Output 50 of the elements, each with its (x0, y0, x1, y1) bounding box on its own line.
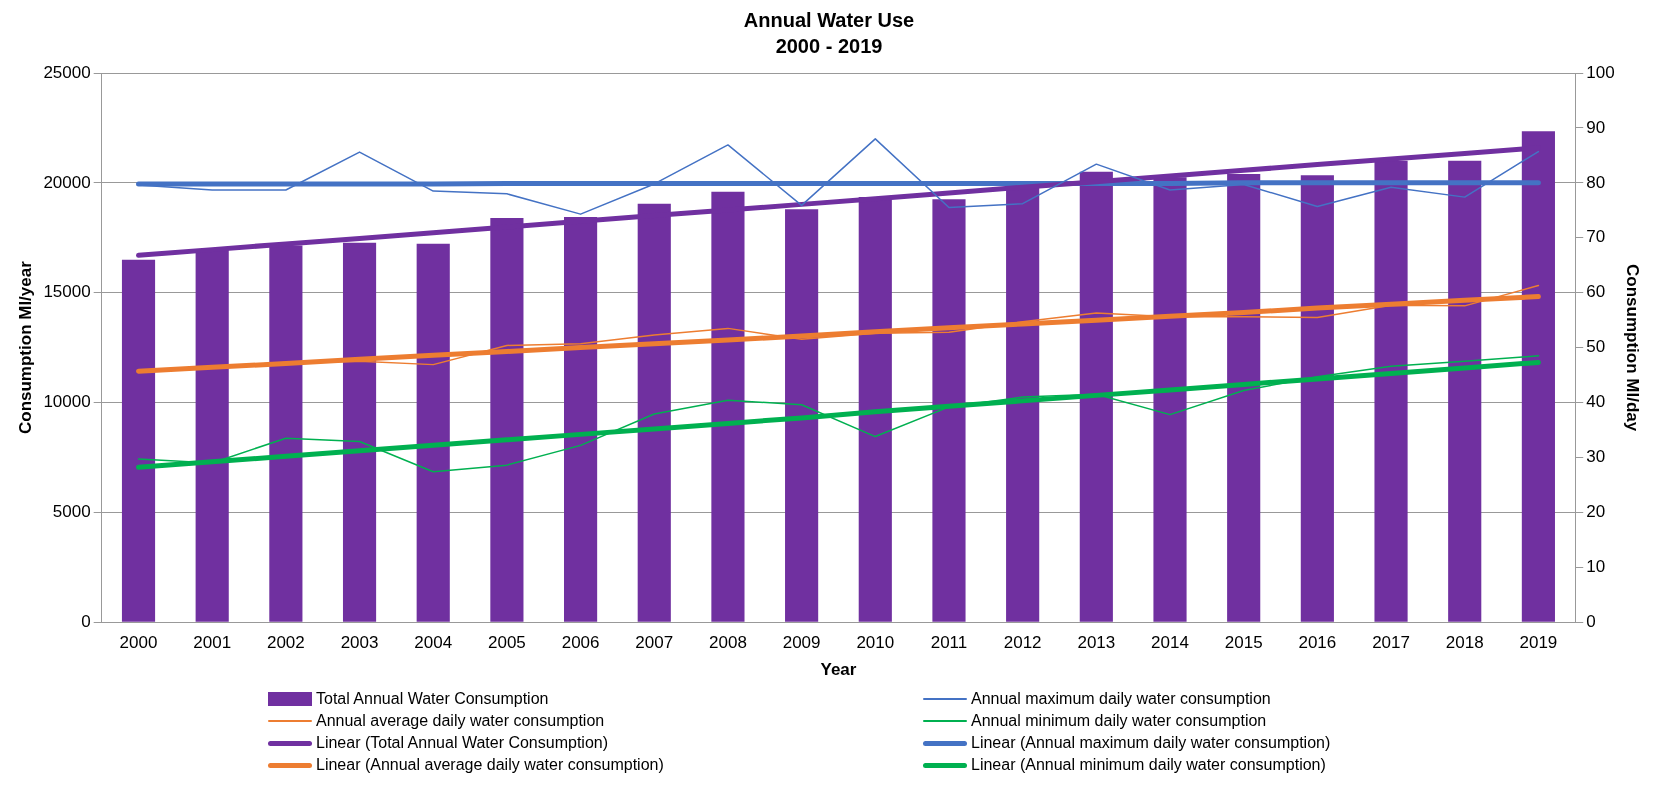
x-tick-label: 2006 (561, 633, 600, 653)
x-tick-label: 2005 (487, 633, 526, 653)
y-tick-label: 25000 (43, 62, 91, 82)
y2-tick-label: 90 (1586, 117, 1606, 137)
x-axis-title: Year (820, 660, 857, 680)
y2-tick-label: 20 (1586, 502, 1606, 522)
x-tick-label: 2010 (856, 633, 895, 653)
y2-tick-label: 30 (1586, 447, 1606, 467)
chart-title: Annual Water Use (743, 8, 915, 31)
legend-label: Annual average daily water consumption (316, 712, 605, 730)
y-axis-title: Consumption Ml/year (15, 260, 35, 435)
legend-label: Linear (Annual maximum daily water consumption) (971, 734, 1331, 752)
y2-axis-title: Consumption Ml/day (1623, 264, 1643, 432)
x-tick-label: 2019 (1519, 633, 1558, 653)
x-tick-label: 2017 (1372, 633, 1410, 653)
x-tick-label: 2013 (1077, 633, 1116, 653)
y2-tick-label: 10 (1586, 556, 1606, 576)
x-tick-label: 2002 (266, 633, 305, 653)
x-tick-label: 2015 (1224, 633, 1263, 653)
y2-tick-label: 80 (1586, 172, 1606, 192)
legend-label: Annual minimum daily water consumption (971, 712, 1267, 730)
x-tick-label: 2014 (1151, 633, 1189, 653)
y-tick-label: 10000 (43, 392, 91, 412)
x-tick-label: 2001 (193, 633, 232, 653)
y2-tick-label: 70 (1586, 227, 1606, 247)
legend-label: Linear (Annual minimum daily water consumption) (971, 756, 1326, 774)
y-tick-label: 20000 (43, 172, 91, 192)
y2-tick-label: 100 (1586, 62, 1615, 82)
x-tick-label: 2004 (414, 633, 453, 653)
legend-label: Linear (Annual average daily water consumption) (316, 756, 664, 774)
x-tick-label: 2016 (1298, 633, 1337, 653)
y-tick-label: 15000 (43, 282, 91, 302)
y2-tick-label: 40 (1586, 392, 1606, 412)
x-tick-label: 2000 (119, 633, 158, 653)
x-tick-label: 2011 (930, 633, 968, 653)
x-tick-label: 2012 (1003, 633, 1042, 653)
y2-tick-label: 50 (1586, 337, 1606, 357)
x-tick-label: 2018 (1445, 633, 1484, 653)
x-tick-label: 2009 (782, 633, 821, 653)
x-tick-label: 2003 (340, 633, 379, 653)
y2-tick-label: 0 (1586, 611, 1596, 631)
legend-label: Annual maximum daily water consumption (971, 690, 1271, 708)
x-tick-label: 2008 (709, 633, 747, 653)
y-tick-label: 5000 (52, 502, 91, 522)
chart-subtitle: 2000 - 2019 (775, 34, 883, 57)
y-tick-label: 0 (81, 611, 91, 631)
y2-tick-label: 60 (1586, 282, 1606, 302)
legend-label: Linear (Total Annual Water Consumption) (316, 734, 608, 752)
legend-label: Total Annual Water Consumption (316, 690, 549, 708)
x-tick-label: 2007 (635, 633, 674, 653)
